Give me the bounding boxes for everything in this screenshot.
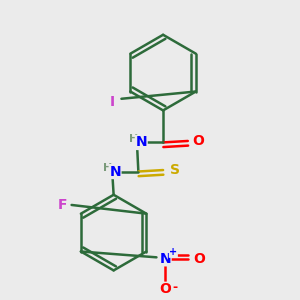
Text: O: O — [192, 134, 204, 148]
Text: -: - — [172, 281, 177, 294]
Text: O: O — [193, 252, 205, 266]
Text: H: H — [129, 134, 139, 144]
Text: I: I — [110, 95, 115, 109]
Text: H: H — [103, 163, 112, 173]
Text: F: F — [58, 198, 68, 212]
Text: +: + — [169, 248, 177, 257]
Text: S: S — [170, 163, 180, 177]
Text: N: N — [136, 135, 147, 149]
Text: O: O — [159, 282, 171, 296]
Text: N: N — [109, 164, 121, 178]
Text: N: N — [159, 252, 171, 266]
